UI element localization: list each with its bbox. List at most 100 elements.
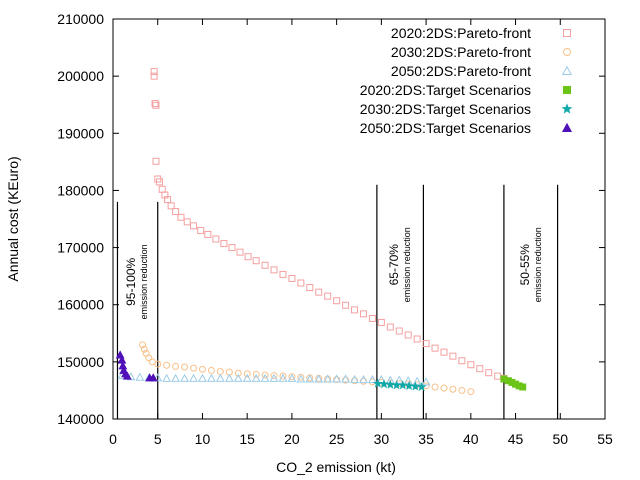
y-tick-label: 210000: [57, 11, 104, 27]
data-point: [140, 345, 148, 353]
data-point: [180, 373, 190, 382]
data-point: [150, 72, 158, 80]
annotation-caption: emission reduction: [139, 244, 149, 319]
y-tick-label: 160000: [57, 297, 104, 313]
data-point: [332, 374, 342, 383]
y-tick-label: 180000: [57, 182, 104, 198]
data-point: [314, 374, 324, 383]
data-point: [296, 374, 306, 383]
legend-label: 2050:2DS:Target Scenarios: [360, 120, 531, 136]
data-point: [233, 373, 243, 382]
reduction-annotation: 65-70% emission reduction: [387, 227, 412, 302]
data-point: [458, 386, 466, 394]
x-tick-label: 10: [195, 431, 211, 447]
y-tick-label: 150000: [57, 354, 104, 370]
data-point: [359, 374, 368, 384]
data-point: [563, 29, 571, 37]
data-point: [416, 381, 427, 392]
x-tick-label: 30: [374, 431, 390, 447]
data-point: [212, 235, 220, 243]
annotation-percent: 50-55%: [518, 244, 532, 286]
data-point: [449, 385, 457, 393]
data-point: [215, 373, 225, 382]
data-point: [189, 373, 198, 382]
data-point: [236, 248, 244, 256]
data-point: [561, 122, 573, 132]
data-point: [561, 103, 573, 114]
data-point: [270, 372, 278, 380]
data-point: [333, 297, 341, 305]
reduction-annotations: 95-100% emission reduction 65-70% emission …: [124, 227, 543, 319]
legend-label: 2020:2DS:Pareto-front: [391, 25, 531, 41]
data-point: [197, 226, 205, 234]
data-point: [305, 374, 315, 383]
data-point: [158, 185, 166, 193]
data-point: [467, 388, 475, 396]
x-tick-label: 35: [418, 431, 434, 447]
data-point: [163, 361, 171, 369]
data-point: [350, 374, 359, 384]
x-tick-label: 5: [154, 431, 162, 447]
data-point: [122, 371, 132, 380]
data-point: [177, 213, 185, 221]
data-point: [394, 375, 404, 384]
data-point: [198, 365, 206, 373]
data-point: [288, 274, 296, 282]
data-point: [190, 364, 198, 372]
data-point: [234, 369, 242, 377]
data-point: [216, 368, 224, 376]
series-star-filled: [373, 378, 427, 392]
data-point: [145, 354, 153, 362]
data-point: [315, 288, 323, 296]
data-point: [252, 257, 260, 265]
data-point: [323, 374, 333, 383]
data-point: [412, 376, 422, 385]
plot-frame: [112, 18, 606, 420]
data-point: [162, 373, 172, 382]
data-point: [270, 266, 278, 274]
data-point: [278, 373, 288, 382]
data-point: [404, 380, 414, 390]
data-point: [440, 348, 448, 356]
data-point: [150, 68, 158, 76]
data-point: [220, 240, 228, 248]
data-point: [252, 370, 260, 378]
data-point: [152, 157, 160, 165]
data-point: [288, 373, 296, 381]
axis-ticks: 0 5 10 15 20 25 30 35 40 45 50 55 140000 150000 160000…: [57, 11, 613, 447]
data-point: [341, 374, 351, 383]
data-point: [261, 261, 269, 269]
data-point: [172, 208, 180, 216]
annotation-percent: 95-100%: [124, 258, 138, 306]
series-square-filled: [500, 375, 527, 391]
data-point: [386, 323, 394, 331]
data-point: [153, 373, 163, 382]
annotation-caption: emission reduction: [402, 227, 412, 302]
data-point: [224, 373, 234, 382]
data-points: [115, 68, 527, 396]
annotation-caption: emission reduction: [533, 227, 543, 302]
legend-label: 2030:2DS:Target Scenarios: [360, 101, 531, 117]
data-point: [244, 253, 252, 261]
data-point: [306, 284, 314, 292]
data-point: [260, 373, 270, 382]
data-point: [333, 376, 341, 384]
data-point: [324, 292, 332, 300]
data-point: [228, 244, 236, 252]
data-point: [368, 314, 376, 322]
x-tick-label: 0: [109, 431, 117, 447]
data-point: [563, 86, 571, 94]
annotation-percent: 65-70%: [387, 244, 401, 286]
data-point: [139, 341, 147, 349]
series-triangle-filled: [115, 350, 158, 382]
data-point: [422, 340, 430, 348]
data-point: [204, 230, 212, 238]
data-point: [403, 376, 413, 385]
data-point: [279, 372, 287, 380]
data-point: [519, 383, 527, 391]
data-point: [431, 344, 439, 352]
data-point: [395, 327, 403, 335]
data-point: [297, 279, 305, 287]
data-point: [373, 378, 383, 388]
